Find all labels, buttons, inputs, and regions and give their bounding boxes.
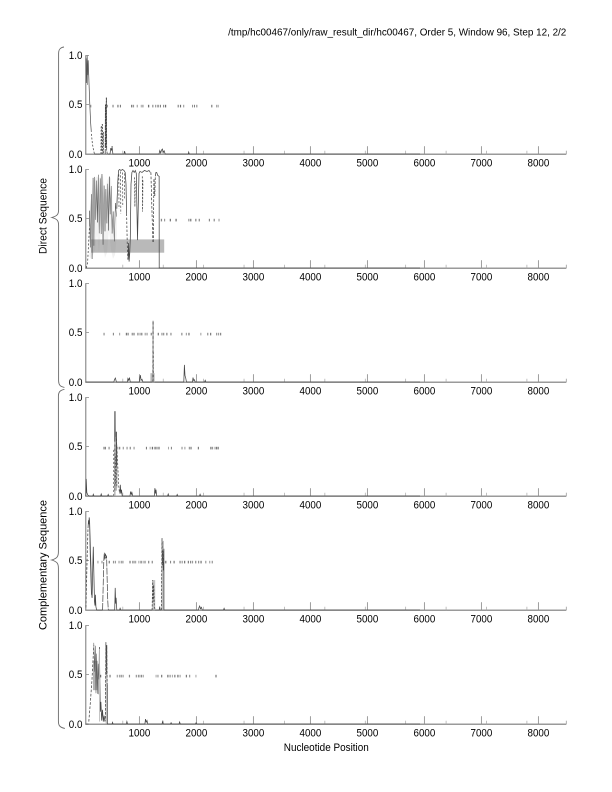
svg-text:0.5: 0.5 — [69, 327, 83, 339]
svg-text:2000: 2000 — [186, 613, 208, 625]
svg-text:7000: 7000 — [471, 727, 493, 739]
svg-text:3000: 3000 — [243, 613, 265, 625]
svg-text:Direct Sequence: Direct Sequence — [38, 178, 50, 254]
svg-text:3000: 3000 — [243, 499, 265, 511]
svg-text:8000: 8000 — [528, 271, 550, 283]
svg-text:6000: 6000 — [414, 385, 436, 397]
svg-text:1000: 1000 — [129, 385, 151, 397]
svg-text:2000: 2000 — [186, 385, 208, 397]
svg-text:0.5: 0.5 — [69, 99, 83, 111]
svg-text:6000: 6000 — [414, 157, 436, 169]
svg-text:2000: 2000 — [186, 499, 208, 511]
svg-text:5000: 5000 — [357, 385, 379, 397]
svg-text:4000: 4000 — [300, 385, 322, 397]
svg-text:3000: 3000 — [243, 271, 265, 283]
svg-text:/tmp/hc00467/only/raw_result_d: /tmp/hc00467/only/raw_result_dir/hc00467… — [228, 28, 566, 39]
svg-text:7000: 7000 — [471, 385, 493, 397]
svg-text:8000: 8000 — [528, 385, 550, 397]
svg-text:0.5: 0.5 — [69, 213, 83, 225]
svg-text:7000: 7000 — [471, 271, 493, 283]
svg-text:4000: 4000 — [300, 499, 322, 511]
svg-text:7000: 7000 — [471, 499, 493, 511]
svg-text:3000: 3000 — [243, 157, 265, 169]
svg-text:0.0: 0.0 — [69, 377, 83, 389]
svg-text:6000: 6000 — [414, 727, 436, 739]
svg-text:5000: 5000 — [357, 271, 379, 283]
svg-text:0.0: 0.0 — [69, 149, 83, 161]
svg-text:1.0: 1.0 — [69, 620, 83, 632]
svg-text:2000: 2000 — [186, 157, 208, 169]
svg-text:6000: 6000 — [414, 499, 436, 511]
svg-text:4000: 4000 — [300, 271, 322, 283]
svg-text:1000: 1000 — [129, 613, 151, 625]
svg-text:1.0: 1.0 — [69, 50, 83, 62]
svg-text:8000: 8000 — [528, 499, 550, 511]
svg-text:5000: 5000 — [357, 157, 379, 169]
svg-text:4000: 4000 — [300, 727, 322, 739]
svg-text:2000: 2000 — [186, 271, 208, 283]
svg-text:8000: 8000 — [528, 157, 550, 169]
svg-text:1.0: 1.0 — [69, 164, 83, 176]
svg-text:1000: 1000 — [129, 271, 151, 283]
svg-text:1.0: 1.0 — [69, 392, 83, 404]
svg-text:1.0: 1.0 — [69, 278, 83, 290]
svg-text:0.5: 0.5 — [69, 555, 83, 567]
svg-text:7000: 7000 — [471, 613, 493, 625]
svg-text:0.0: 0.0 — [69, 263, 83, 275]
svg-text:5000: 5000 — [357, 727, 379, 739]
svg-text:1000: 1000 — [129, 499, 151, 511]
svg-text:5000: 5000 — [357, 499, 379, 511]
svg-text:3000: 3000 — [243, 727, 265, 739]
svg-text:6000: 6000 — [414, 271, 436, 283]
svg-text:0.5: 0.5 — [69, 441, 83, 453]
svg-text:8000: 8000 — [528, 727, 550, 739]
svg-text:2000: 2000 — [186, 727, 208, 739]
svg-text:1.0: 1.0 — [69, 506, 83, 518]
svg-text:0.5: 0.5 — [69, 669, 83, 681]
svg-text:Complementary Sequence: Complementary Sequence — [38, 500, 50, 630]
svg-text:0.0: 0.0 — [69, 491, 83, 503]
svg-text:3000: 3000 — [243, 385, 265, 397]
svg-text:4000: 4000 — [300, 613, 322, 625]
svg-text:7000: 7000 — [471, 157, 493, 169]
svg-text:0.0: 0.0 — [69, 719, 83, 731]
svg-text:Nucleotide Position: Nucleotide Position — [284, 742, 369, 754]
svg-text:4000: 4000 — [300, 157, 322, 169]
svg-text:0.0: 0.0 — [69, 605, 83, 617]
svg-text:8000: 8000 — [528, 613, 550, 625]
svg-text:1000: 1000 — [129, 727, 151, 739]
svg-text:1000: 1000 — [129, 157, 151, 169]
svg-text:6000: 6000 — [414, 613, 436, 625]
svg-text:5000: 5000 — [357, 613, 379, 625]
